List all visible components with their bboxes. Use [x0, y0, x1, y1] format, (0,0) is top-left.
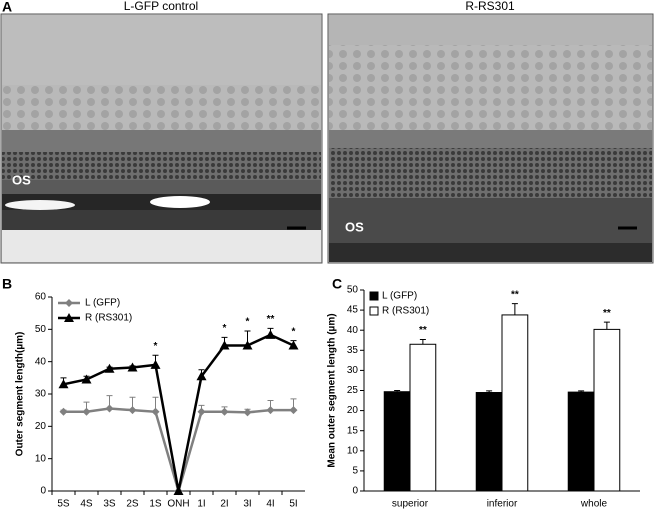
y-tick-label: 50 — [35, 324, 47, 335]
marker — [220, 407, 229, 416]
marker — [288, 340, 299, 350]
y-tick-label: 10 — [35, 453, 47, 464]
y-tick-label: 40 — [35, 356, 47, 367]
marker — [128, 406, 137, 415]
x-tick-label: 5I — [289, 499, 297, 510]
marker — [58, 379, 69, 389]
marker — [64, 313, 74, 322]
marker — [196, 371, 207, 381]
error-bar — [419, 338, 426, 345]
image-title: R-RS301 — [465, 0, 515, 13]
x-tick-label: whole — [580, 499, 608, 510]
significance: ** — [603, 308, 611, 319]
y-axis-label: Mean outer segment length (µm) — [327, 313, 338, 467]
marker — [173, 486, 184, 495]
series-line — [63, 407, 294, 496]
x-tick-label: inferior — [487, 499, 518, 510]
legend-label: L (GFP) — [382, 291, 417, 302]
marker — [127, 362, 138, 372]
marker — [197, 407, 206, 416]
marker — [65, 299, 73, 307]
x-tick-label: 4I — [266, 499, 274, 510]
x-tick-label: 1S — [149, 499, 162, 510]
significance: * — [292, 326, 296, 337]
marker — [104, 363, 115, 373]
series-line — [63, 333, 295, 492]
error-bar — [511, 303, 518, 315]
bar — [475, 392, 503, 492]
y-tick-label: 40 — [347, 325, 359, 336]
x-tick-label: 3I — [243, 499, 251, 510]
y-tick-label: 20 — [347, 405, 359, 416]
micrograph-right — [327, 13, 654, 264]
significance: * — [223, 323, 227, 334]
marker — [266, 406, 275, 415]
x-tick-label: 4S — [80, 499, 93, 510]
bar — [567, 391, 595, 492]
marker — [219, 340, 230, 350]
error-bar — [603, 321, 610, 330]
y-tick-label: 0 — [352, 486, 358, 497]
legend-label: R (RS301) — [382, 306, 429, 317]
marker — [242, 340, 253, 350]
panel-letter: A — [2, 0, 12, 15]
y-tick-label: 60 — [35, 292, 47, 303]
y-tick-label: 10 — [347, 445, 359, 456]
significance: * — [246, 317, 250, 328]
y-tick-label: 45 — [347, 305, 359, 316]
marker — [105, 404, 114, 413]
legend-label: R (RS301) — [85, 313, 132, 324]
marker — [81, 374, 92, 384]
micrograph-left — [0, 13, 323, 264]
marker — [59, 407, 68, 416]
y-tick-label: 35 — [347, 345, 359, 356]
marker — [82, 407, 91, 416]
y-tick-label: 20 — [35, 421, 47, 432]
bar — [593, 328, 621, 492]
layer-label: OS — [12, 172, 31, 187]
significance: ** — [267, 314, 275, 325]
marker — [151, 407, 160, 416]
significance: * — [154, 341, 158, 352]
bar — [501, 314, 529, 492]
bar — [409, 343, 437, 492]
bar — [383, 391, 411, 492]
image-title: L-GFP control — [124, 0, 198, 13]
x-tick-label: 3S — [103, 499, 116, 510]
y-tick-label: 30 — [347, 365, 359, 376]
marker — [243, 408, 252, 417]
x-tick-label: 5S — [57, 499, 70, 510]
marker — [265, 329, 276, 339]
x-tick-label: superior — [392, 499, 429, 510]
marker — [289, 406, 298, 415]
y-tick-label: 0 — [40, 486, 46, 497]
legend-swatch — [369, 291, 379, 301]
legend-label: L (GFP) — [85, 298, 120, 309]
y-tick-label: 5 — [352, 466, 358, 477]
y-tick-label: 25 — [347, 385, 359, 396]
panel-letter: B — [2, 276, 12, 292]
x-tick-label: ONH — [167, 499, 189, 510]
x-tick-label: 1I — [197, 499, 205, 510]
layer-label: OS — [345, 219, 364, 234]
y-tick-label: 15 — [347, 425, 359, 436]
y-tick-label: 50 — [347, 285, 359, 296]
y-axis-label: Outer segment length(µm) — [15, 332, 26, 457]
marker — [150, 359, 161, 369]
significance: ** — [511, 289, 519, 300]
x-tick-label: 2I — [220, 499, 228, 510]
y-tick-label: 30 — [35, 389, 47, 400]
panel-letter: C — [332, 276, 342, 292]
significance: ** — [419, 325, 427, 336]
legend-swatch — [369, 306, 379, 316]
x-tick-label: 2S — [126, 499, 139, 510]
